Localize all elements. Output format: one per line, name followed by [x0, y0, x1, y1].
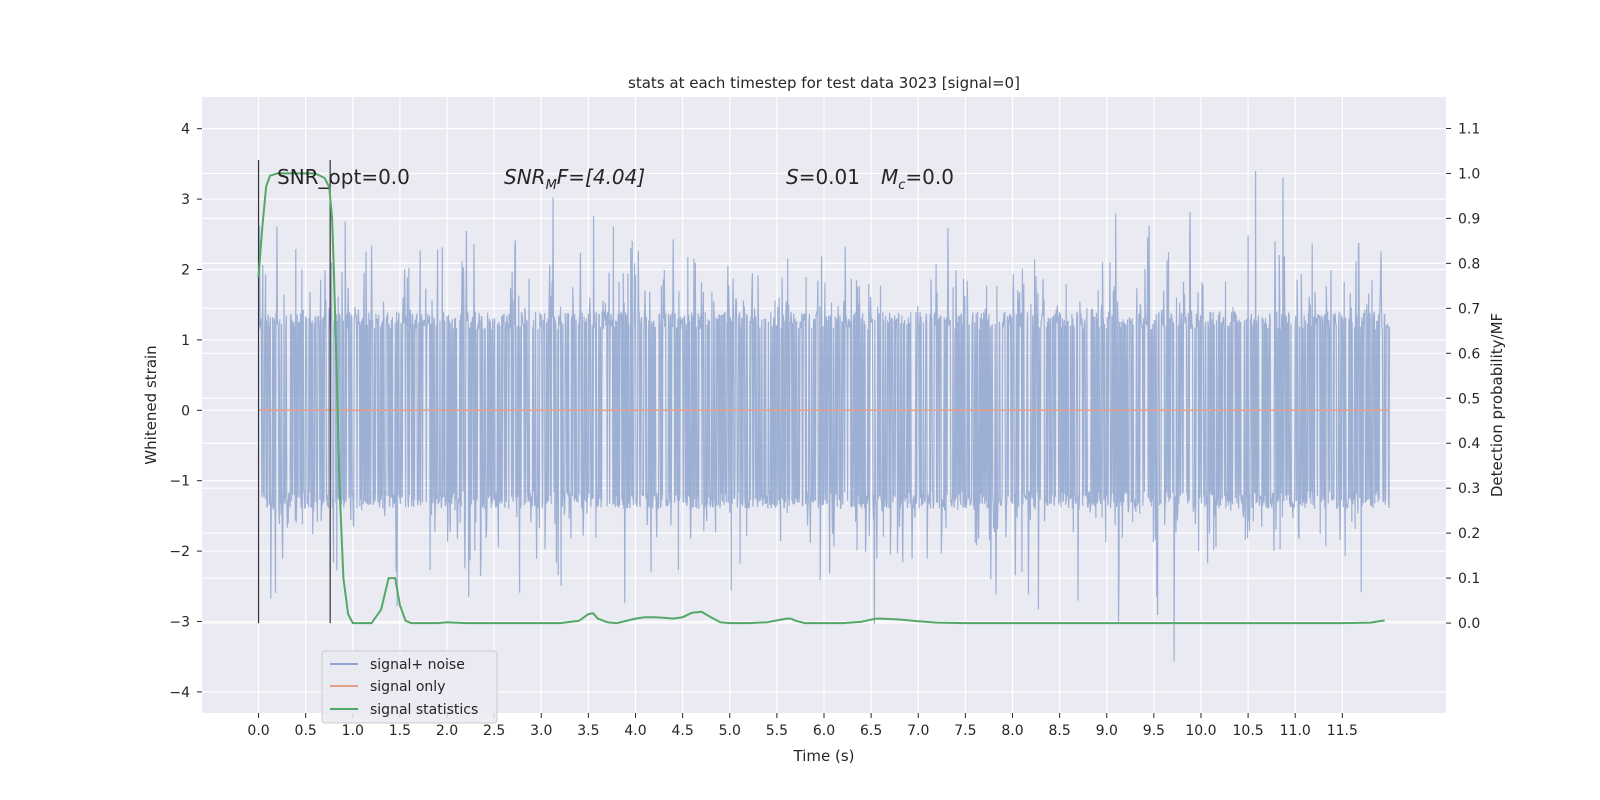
y-right-tick-label: 0.1 — [1458, 571, 1480, 587]
x-tick-label: 11.0 — [1280, 723, 1311, 739]
x-tick-label: 9.0 — [1096, 723, 1118, 739]
y-right-tick-label: 0.6 — [1458, 346, 1480, 362]
x-tick-label: 0.0 — [247, 723, 269, 739]
x-tick-label: 4.0 — [624, 723, 646, 739]
y-axis-label: Whitened strain — [142, 345, 160, 464]
x-tick-label: 1.0 — [342, 723, 364, 739]
y-left-tick-label: −1 — [169, 474, 190, 490]
mc-value: =0.0 — [905, 165, 954, 189]
annotation-mc: Mc=0.0 — [881, 165, 954, 193]
y-left-tick-label: −2 — [169, 544, 190, 560]
legend: signal+ noise signal only signal statist… — [321, 650, 498, 724]
y-left-tick-label: −4 — [169, 685, 190, 701]
y-right-tick-label: 0.0 — [1458, 616, 1480, 632]
signal-statistics-series — [257, 172, 1385, 625]
x-tick-label: 2.0 — [436, 723, 458, 739]
x-tick-label: 7.5 — [954, 723, 976, 739]
x-tick-label: 8.0 — [1001, 723, 1023, 739]
y-right-tick-label: 1.0 — [1458, 166, 1480, 182]
x-tick-label: 10.0 — [1185, 723, 1216, 739]
time-markers — [257, 159, 331, 624]
s-label: S — [786, 165, 799, 189]
mc-label: M — [881, 165, 898, 189]
y-left-tick-label: 3 — [181, 192, 190, 208]
signal-noise-line — [257, 170, 1391, 662]
x-axis-label: Time (s) — [793, 747, 855, 765]
x-tick-label: 5.0 — [719, 723, 741, 739]
annotation-snr-opt: SNR_opt=0.0 — [277, 165, 410, 189]
x-tick-label: 4.5 — [672, 723, 694, 739]
x-tick-label: 5.5 — [766, 723, 788, 739]
s-value: =0.01 — [799, 165, 860, 189]
y-axis-right-ticks: 1.1 1.0 0.9 0.8 0.7 0.6 0.5 0.4 0.3 0.2 0.1 0.0 — [1446, 121, 1480, 632]
x-tick-label: 6.0 — [813, 723, 835, 739]
y-axis-right-label: Detection probability/MF — [1488, 313, 1506, 497]
legend-label-signal-statistics: signal statistics — [370, 702, 478, 718]
x-tick-label: 11.5 — [1327, 723, 1358, 739]
x-tick-label: 9.5 — [1143, 723, 1165, 739]
y-right-tick-label: 0.5 — [1458, 391, 1480, 407]
y-left-tick-label: 1 — [181, 333, 190, 349]
y-right-tick-label: 0.8 — [1458, 256, 1480, 272]
x-tick-label: 6.5 — [860, 723, 882, 739]
legend-label-signal-noise: signal+ noise — [370, 657, 465, 673]
x-tick-label: 7.0 — [907, 723, 929, 739]
y-right-tick-label: 0.7 — [1458, 301, 1480, 317]
x-tick-label: 3.5 — [577, 723, 599, 739]
y-right-tick-label: 1.1 — [1458, 121, 1480, 137]
x-tick-label: 2.5 — [483, 723, 505, 739]
y-right-tick-label: 0.3 — [1458, 481, 1480, 497]
annotation-s: S=0.01 — [786, 165, 860, 189]
y-left-tick-label: 2 — [181, 262, 190, 278]
snr-mf-subscript: M — [546, 178, 557, 193]
y-left-tick-label: 0 — [181, 403, 190, 419]
y-left-tick-label: 4 — [181, 122, 190, 138]
legend-box — [321, 650, 498, 724]
x-axis-ticks: 0.0 0.5 1.0 1.5 2.0 2.5 3.0 3.5 4.0 4.5 5.0 5.5 6.0 6… — [247, 713, 1358, 739]
snr-mf-label: SNR — [504, 165, 546, 189]
legend-label-signal-only: signal only — [370, 679, 445, 695]
chart-title: stats at each timestep for test data 302… — [628, 74, 1020, 92]
snr-mf-f: F=[4.04] — [557, 165, 645, 189]
mc-subscript: c — [898, 178, 905, 193]
x-tick-label: 0.5 — [295, 723, 317, 739]
signal-noise-series — [257, 170, 1391, 662]
x-tick-label: 1.5 — [389, 723, 411, 739]
x-tick-label: 8.5 — [1048, 723, 1070, 739]
y-left-tick-label: −3 — [169, 614, 190, 630]
y-right-tick-label: 0.4 — [1458, 436, 1480, 452]
annotation-snr-mf: SNRMF=[4.04] — [504, 165, 645, 193]
y-right-tick-label: 0.2 — [1458, 526, 1480, 542]
signal-statistics-line — [257, 172, 1385, 625]
x-tick-label: 3.0 — [530, 723, 552, 739]
y-right-tick-label: 0.9 — [1458, 211, 1480, 227]
y-axis-left-ticks: 4 3 2 1 0 −1 −2 −3 −4 — [169, 122, 202, 701]
x-tick-label: 10.5 — [1233, 723, 1264, 739]
